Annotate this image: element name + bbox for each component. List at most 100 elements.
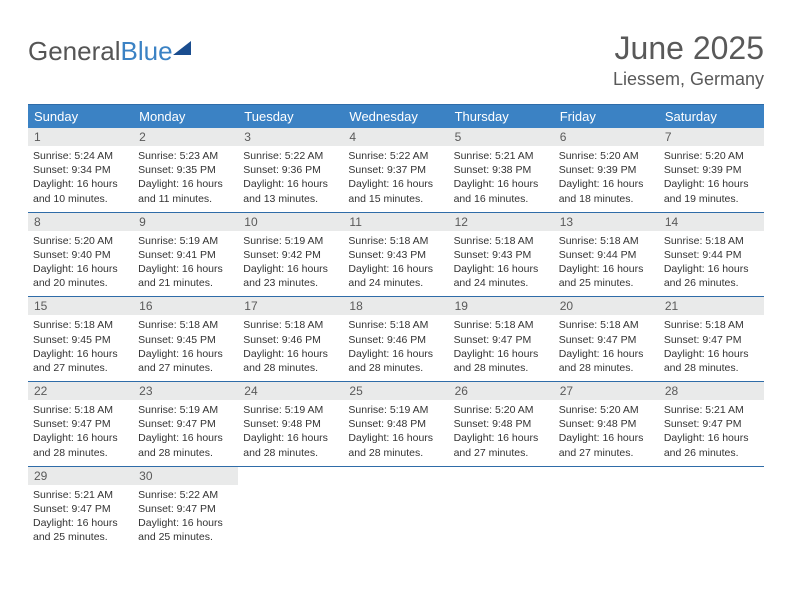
info-line: and 28 minutes. [138,446,233,460]
info-line: Sunset: 9:39 PM [559,163,654,177]
info-line: Sunrise: 5:19 AM [243,403,338,417]
week-row: 8Sunrise: 5:20 AMSunset: 9:40 PMDaylight… [28,213,764,298]
info-line: Sunrise: 5:23 AM [138,149,233,163]
info-line: Sunrise: 5:18 AM [664,234,759,248]
info-line: Daylight: 16 hours [243,347,338,361]
day-cell: 15Sunrise: 5:18 AMSunset: 9:45 PMDayligh… [28,297,133,381]
day-info: Sunrise: 5:21 AMSunset: 9:47 PMDaylight:… [28,485,133,545]
info-line: Sunrise: 5:20 AM [664,149,759,163]
info-line: Sunset: 9:43 PM [348,248,443,262]
day-info: Sunrise: 5:18 AMSunset: 9:45 PMDaylight:… [133,315,238,375]
day-number: 20 [554,297,659,315]
day-cell: 10Sunrise: 5:19 AMSunset: 9:42 PMDayligh… [238,213,343,297]
day-number: 26 [449,382,554,400]
info-line: Sunset: 9:38 PM [454,163,549,177]
info-line: and 19 minutes. [664,192,759,206]
info-line: and 28 minutes. [559,361,654,375]
info-line: and 28 minutes. [348,446,443,460]
day-info: Sunrise: 5:23 AMSunset: 9:35 PMDaylight:… [133,146,238,206]
day-cell: 29Sunrise: 5:21 AMSunset: 9:47 PMDayligh… [28,467,133,551]
logo-text: GeneralBlue [28,36,173,67]
info-line: Sunrise: 5:19 AM [138,234,233,248]
info-line: Daylight: 16 hours [454,431,549,445]
info-line: and 24 minutes. [454,276,549,290]
info-line: and 23 minutes. [243,276,338,290]
dow-wednesday: Wednesday [343,105,448,128]
day-info: Sunrise: 5:21 AMSunset: 9:47 PMDaylight:… [659,400,764,460]
day-cell: 18Sunrise: 5:18 AMSunset: 9:46 PMDayligh… [343,297,448,381]
info-line: Sunset: 9:48 PM [348,417,443,431]
day-info: Sunrise: 5:19 AMSunset: 9:47 PMDaylight:… [133,400,238,460]
day-info: Sunrise: 5:22 AMSunset: 9:37 PMDaylight:… [343,146,448,206]
day-cell: 9 Sunrise: 5:19 AMSunset: 9:41 PMDaylight… [133,213,238,297]
info-line: and 25 minutes. [138,530,233,544]
day-info: Sunrise: 5:18 AMSunset: 9:46 PMDaylight:… [238,315,343,375]
day-info: Sunrise: 5:20 AMSunset: 9:39 PMDaylight:… [659,146,764,206]
info-line: Daylight: 16 hours [664,347,759,361]
empty-cell [554,467,659,551]
week-row: 15Sunrise: 5:18 AMSunset: 9:45 PMDayligh… [28,297,764,382]
info-line: Daylight: 16 hours [138,516,233,530]
day-number: 9 [133,213,238,231]
info-line: Sunset: 9:41 PM [138,248,233,262]
day-cell: 23Sunrise: 5:19 AMSunset: 9:47 PMDayligh… [133,382,238,466]
calendar: SundayMondayTuesdayWednesdayThursdayFrid… [28,104,764,550]
day-number: 11 [343,213,448,231]
day-cell: 26Sunrise: 5:20 AMSunset: 9:48 PMDayligh… [449,382,554,466]
week-row: 1Sunrise: 5:24 AMSunset: 9:34 PMDaylight… [28,128,764,213]
day-number: 28 [659,382,764,400]
day-info: Sunrise: 5:18 AMSunset: 9:44 PMDaylight:… [554,231,659,291]
info-line: and 21 minutes. [138,276,233,290]
dow-thursday: Thursday [449,105,554,128]
info-line: and 13 minutes. [243,192,338,206]
day-number: 6 [554,128,659,146]
day-number: 13 [554,213,659,231]
info-line: Sunrise: 5:18 AM [559,234,654,248]
info-line: Daylight: 16 hours [138,431,233,445]
info-line: and 27 minutes. [138,361,233,375]
info-line: Sunset: 9:47 PM [33,417,128,431]
day-cell: 12Sunrise: 5:18 AMSunset: 9:43 PMDayligh… [449,213,554,297]
info-line: Sunset: 9:45 PM [138,333,233,347]
week-row: 29Sunrise: 5:21 AMSunset: 9:47 PMDayligh… [28,467,764,551]
info-line: and 20 minutes. [33,276,128,290]
title-block: June 2025 Liessem, Germany [613,30,764,90]
day-number: 3 [238,128,343,146]
info-line: Sunset: 9:48 PM [454,417,549,431]
logo-part2: Blue [121,36,173,66]
info-line: Sunset: 9:37 PM [348,163,443,177]
day-number: 25 [343,382,448,400]
info-line: Sunrise: 5:20 AM [559,149,654,163]
info-line: Sunset: 9:39 PM [664,163,759,177]
info-line: and 28 minutes. [664,361,759,375]
day-cell: 5Sunrise: 5:21 AMSunset: 9:38 PMDaylight… [449,128,554,212]
info-line: Sunrise: 5:19 AM [348,403,443,417]
info-line: and 27 minutes. [559,446,654,460]
info-line: Daylight: 16 hours [138,262,233,276]
info-line: Sunrise: 5:21 AM [664,403,759,417]
info-line: Sunset: 9:45 PM [33,333,128,347]
info-line: Daylight: 16 hours [33,262,128,276]
day-info: Sunrise: 5:19 AMSunset: 9:48 PMDaylight:… [238,400,343,460]
info-line: Sunset: 9:47 PM [33,502,128,516]
day-cell: 2Sunrise: 5:23 AMSunset: 9:35 PMDaylight… [133,128,238,212]
day-number: 19 [449,297,554,315]
info-line: and 25 minutes. [559,276,654,290]
day-number: 30 [133,467,238,485]
day-info: Sunrise: 5:22 AMSunset: 9:36 PMDaylight:… [238,146,343,206]
info-line: and 27 minutes. [33,361,128,375]
day-number: 8 [28,213,133,231]
day-cell: 14Sunrise: 5:18 AMSunset: 9:44 PMDayligh… [659,213,764,297]
info-line: and 15 minutes. [348,192,443,206]
day-info: Sunrise: 5:20 AMSunset: 9:40 PMDaylight:… [28,231,133,291]
info-line: Sunrise: 5:22 AM [243,149,338,163]
day-cell: 30Sunrise: 5:22 AMSunset: 9:47 PMDayligh… [133,467,238,551]
day-number: 15 [28,297,133,315]
info-line: Sunset: 9:48 PM [243,417,338,431]
day-info: Sunrise: 5:21 AMSunset: 9:38 PMDaylight:… [449,146,554,206]
info-line: Sunrise: 5:21 AM [33,488,128,502]
info-line: Sunset: 9:44 PM [664,248,759,262]
day-cell: 24Sunrise: 5:19 AMSunset: 9:48 PMDayligh… [238,382,343,466]
info-line: and 10 minutes. [33,192,128,206]
day-cell: 27Sunrise: 5:20 AMSunset: 9:48 PMDayligh… [554,382,659,466]
